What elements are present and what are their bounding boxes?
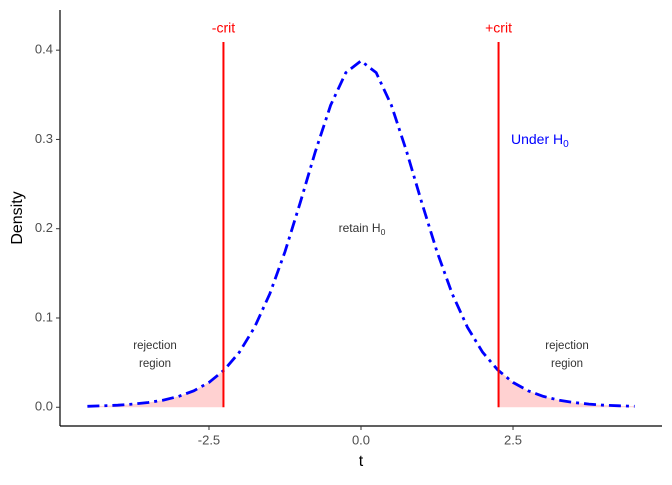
x-axis-title: t	[359, 453, 364, 470]
annotation-subscript: 0	[563, 139, 569, 150]
annotation-subscript: 0	[381, 227, 386, 237]
annotation: rejection	[545, 340, 588, 352]
x-tick-label: 0.0	[352, 432, 370, 447]
y-tick-label: 0.1	[35, 309, 53, 324]
x-tick-label: 2.5	[504, 432, 522, 447]
rejection-area	[87, 370, 224, 408]
annotation: rejection	[133, 340, 176, 352]
y-tick-label: 0.3	[35, 131, 53, 146]
rejection-area	[498, 370, 635, 408]
density-line	[87, 59, 635, 408]
y-axis-title: Density	[9, 191, 26, 244]
annotation: Under H0	[511, 131, 569, 150]
annotation: region	[551, 358, 583, 370]
annotation-text: retain H	[339, 221, 381, 235]
crit-label: -crit	[212, 20, 235, 36]
annotation: region	[139, 358, 171, 370]
annotation: retain H0	[339, 221, 386, 237]
crit-label: +crit	[485, 20, 512, 36]
y-tick-label: 0.0	[35, 399, 53, 414]
y-tick-label: 0.2	[35, 220, 53, 235]
x-tick-label: -2.5	[198, 432, 220, 447]
y-tick-label: 0.4	[35, 42, 53, 57]
annotation-text: Under H	[511, 131, 563, 147]
